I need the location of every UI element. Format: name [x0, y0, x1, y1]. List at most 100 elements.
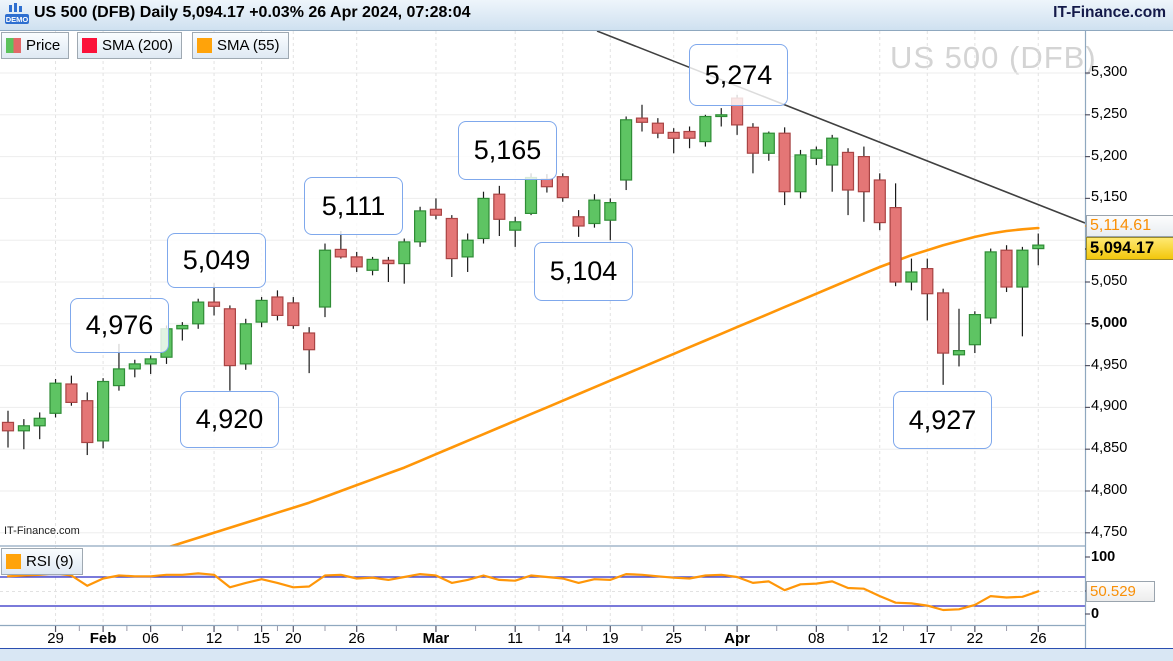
candle[interactable] — [619, 119, 633, 181]
time-axis-label: 20 — [284, 630, 302, 647]
swing-price-callout: 4,927 — [893, 391, 992, 449]
candle[interactable] — [255, 299, 268, 323]
candle[interactable] — [429, 208, 442, 216]
candle[interactable] — [699, 115, 712, 143]
candle[interactable] — [96, 380, 110, 442]
candle[interactable] — [841, 151, 855, 191]
candle[interactable] — [651, 122, 665, 134]
candle[interactable] — [1, 421, 15, 432]
sma55-swatch-icon — [197, 38, 212, 53]
candle[interactable] — [540, 178, 554, 188]
demo-logo-icon: DEMO — [4, 3, 30, 27]
candle[interactable] — [287, 302, 300, 327]
legend-price[interactable]: Price — [1, 32, 70, 59]
candle[interactable] — [921, 268, 934, 295]
time-axis-label: 19 — [601, 630, 619, 647]
candle[interactable] — [715, 114, 728, 118]
candle[interactable] — [778, 132, 791, 193]
candle[interactable] — [588, 199, 601, 225]
candle[interactable] — [112, 368, 126, 387]
candle[interactable] — [952, 350, 966, 356]
rsi-swatch-icon — [6, 554, 21, 569]
title-bar: DEMO US 500 (DFB) Daily 5,094.17 +0.03% … — [0, 0, 1173, 31]
candle[interactable] — [176, 324, 189, 330]
legend-sma200[interactable]: SMA (200) — [77, 32, 182, 59]
candle[interactable] — [889, 207, 902, 283]
candle[interactable] — [857, 156, 871, 193]
small-watermark: IT-Finance.com — [4, 525, 80, 537]
candle[interactable] — [49, 382, 62, 414]
candle[interactable] — [477, 197, 490, 240]
candle[interactable] — [318, 249, 332, 308]
candle[interactable] — [350, 256, 363, 268]
candle[interactable] — [810, 149, 823, 159]
legend-sma55[interactable]: SMA (55) — [192, 32, 289, 59]
candle[interactable] — [1000, 249, 1013, 288]
legend-rsi[interactable]: RSI (9) — [1, 548, 83, 575]
candle[interactable] — [382, 259, 395, 265]
rsi-bottom-label: 0 — [1091, 606, 1100, 622]
candle[interactable] — [826, 137, 839, 166]
candle[interactable] — [398, 241, 411, 265]
candle[interactable] — [762, 132, 775, 154]
brand-link[interactable]: IT-Finance.com — [1053, 4, 1166, 21]
legend-price-label: Price — [26, 37, 61, 54]
time-axis-label: 26 — [1029, 630, 1047, 647]
candle[interactable] — [794, 154, 807, 193]
candle[interactable] — [223, 308, 236, 367]
candle[interactable] — [905, 271, 918, 283]
candle[interactable] — [667, 131, 680, 139]
candle[interactable] — [936, 292, 950, 354]
price-axis-label: 4,950 — [1091, 356, 1128, 373]
swing-price-callout: 5,104 — [534, 242, 633, 301]
candle[interactable] — [572, 216, 585, 227]
time-axis-label: 29 — [47, 630, 64, 647]
candle[interactable] — [509, 221, 522, 231]
candle[interactable] — [128, 363, 141, 370]
candle[interactable] — [984, 251, 997, 319]
candle[interactable] — [81, 400, 94, 444]
price-axis-label: 5,200 — [1091, 147, 1128, 164]
candle[interactable] — [239, 323, 252, 365]
price-axis-label: 4,850 — [1091, 440, 1128, 457]
legend-sma55-label: SMA (55) — [217, 37, 280, 54]
price-axis-label: 5,250 — [1091, 105, 1128, 122]
time-axis-label: 06 — [142, 630, 159, 647]
candle[interactable] — [271, 296, 284, 316]
candle[interactable] — [65, 383, 78, 403]
price-axis-label: 4,800 — [1091, 482, 1128, 498]
candle[interactable] — [414, 210, 427, 243]
candle[interactable] — [493, 193, 506, 220]
candle[interactable] — [524, 176, 538, 215]
candle[interactable] — [461, 239, 474, 258]
candle[interactable] — [683, 130, 696, 139]
candle[interactable] — [635, 117, 649, 123]
rsi-line — [6, 572, 1040, 612]
candlestick-series — [1, 94, 1045, 456]
bottom-panel-edge[interactable] — [0, 648, 1173, 661]
candle[interactable] — [1032, 244, 1045, 250]
candle[interactable] — [17, 425, 30, 432]
rsi-value-badge: 50.529 — [1086, 581, 1155, 602]
candle[interactable] — [1016, 249, 1029, 288]
price-axis-label: 4,750 — [1091, 523, 1128, 540]
candle[interactable] — [556, 176, 569, 199]
candle[interactable] — [192, 301, 205, 325]
candle[interactable] — [873, 179, 886, 224]
price-axis-label: 5,050 — [1091, 273, 1128, 289]
candle[interactable] — [366, 258, 379, 271]
time-axis-label: Feb — [89, 630, 117, 647]
candle[interactable] — [746, 126, 760, 154]
candle[interactable] — [334, 248, 347, 258]
candle[interactable] — [207, 301, 221, 307]
candle[interactable] — [33, 417, 46, 427]
candle[interactable] — [144, 358, 157, 365]
candle[interactable] — [968, 314, 982, 346]
candle[interactable] — [445, 217, 458, 260]
demo-logo-text: DEMO — [6, 15, 29, 24]
time-axis-label: Mar — [422, 630, 450, 647]
candle[interactable] — [604, 202, 617, 221]
candle[interactable] — [303, 332, 316, 351]
time-axis-label: 22 — [966, 630, 984, 647]
